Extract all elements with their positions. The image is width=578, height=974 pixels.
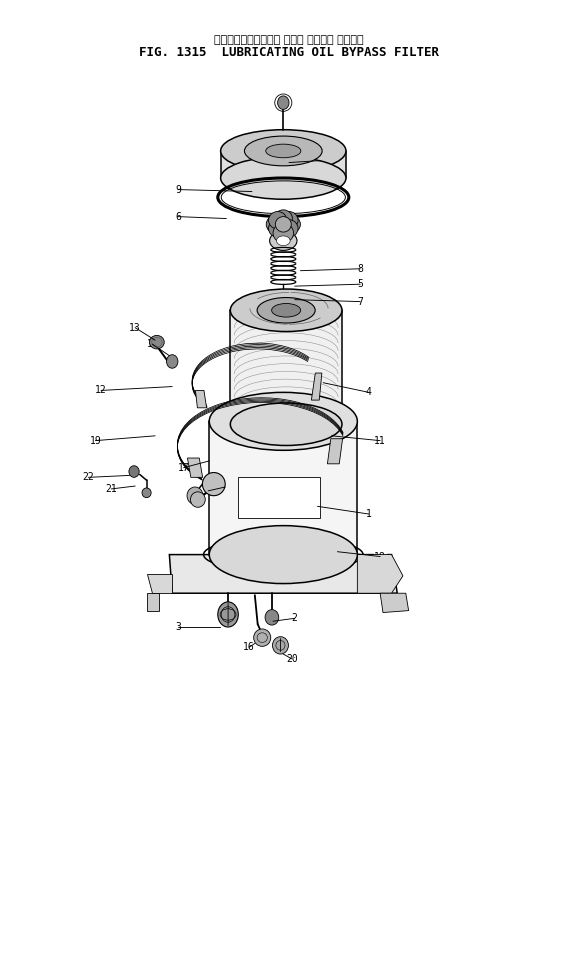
Text: 9: 9 (175, 185, 181, 195)
Ellipse shape (269, 211, 287, 229)
Text: FIG. 1315  LUBRICATING OIL BYPASS FILTER: FIG. 1315 LUBRICATING OIL BYPASS FILTER (139, 46, 439, 59)
Ellipse shape (266, 144, 301, 158)
Polygon shape (230, 311, 342, 425)
Ellipse shape (275, 216, 291, 232)
Ellipse shape (265, 610, 279, 625)
Text: ルーブリケーティング オイル バイパス フィルタ: ルーブリケーティング オイル バイパス フィルタ (214, 35, 364, 45)
Ellipse shape (202, 472, 225, 496)
Text: 10: 10 (314, 156, 326, 166)
Polygon shape (380, 593, 409, 613)
Ellipse shape (230, 403, 342, 445)
Ellipse shape (209, 393, 357, 450)
Text: 13: 13 (129, 322, 141, 333)
Text: 12: 12 (95, 386, 107, 395)
Ellipse shape (274, 221, 292, 239)
Ellipse shape (282, 215, 301, 233)
Text: 19: 19 (90, 435, 101, 446)
Text: 14: 14 (146, 339, 158, 349)
Text: 20: 20 (286, 654, 298, 664)
Ellipse shape (209, 526, 357, 583)
Polygon shape (327, 438, 343, 464)
Text: 2: 2 (292, 614, 298, 623)
Ellipse shape (274, 209, 292, 227)
Ellipse shape (280, 220, 298, 237)
Polygon shape (312, 373, 322, 400)
Text: 3: 3 (175, 622, 181, 632)
Ellipse shape (221, 157, 346, 200)
Text: 1: 1 (366, 509, 372, 519)
Text: 16: 16 (243, 642, 255, 653)
Ellipse shape (166, 355, 178, 368)
Ellipse shape (221, 130, 346, 172)
Ellipse shape (257, 297, 315, 323)
Polygon shape (221, 151, 346, 178)
Text: 17: 17 (178, 463, 190, 472)
Ellipse shape (230, 289, 342, 331)
Text: 6: 6 (175, 211, 181, 222)
Ellipse shape (269, 220, 287, 237)
Polygon shape (147, 574, 172, 593)
Polygon shape (195, 391, 206, 408)
Text: 7: 7 (357, 297, 363, 307)
Polygon shape (357, 554, 403, 593)
Text: 11: 11 (375, 435, 386, 446)
Polygon shape (147, 593, 159, 611)
Ellipse shape (218, 602, 238, 627)
Ellipse shape (280, 211, 298, 229)
Ellipse shape (187, 487, 203, 505)
Ellipse shape (190, 492, 205, 507)
Ellipse shape (142, 488, 151, 498)
Text: 21: 21 (105, 484, 117, 494)
Polygon shape (187, 458, 203, 477)
Text: 22: 22 (83, 472, 94, 482)
Ellipse shape (269, 231, 297, 250)
Polygon shape (209, 422, 357, 554)
Ellipse shape (129, 466, 139, 477)
Ellipse shape (273, 223, 294, 243)
Ellipse shape (150, 335, 164, 349)
Ellipse shape (266, 215, 284, 233)
Ellipse shape (244, 136, 322, 166)
Text: 15: 15 (202, 486, 214, 496)
Polygon shape (169, 554, 397, 593)
Ellipse shape (254, 629, 271, 647)
Text: 4: 4 (366, 388, 372, 397)
Ellipse shape (277, 95, 289, 109)
Text: 5: 5 (357, 280, 363, 289)
Text: 8: 8 (357, 264, 363, 274)
Ellipse shape (276, 236, 290, 245)
Polygon shape (238, 477, 320, 518)
Ellipse shape (272, 304, 301, 318)
Ellipse shape (272, 637, 288, 655)
Text: 18: 18 (375, 551, 386, 562)
